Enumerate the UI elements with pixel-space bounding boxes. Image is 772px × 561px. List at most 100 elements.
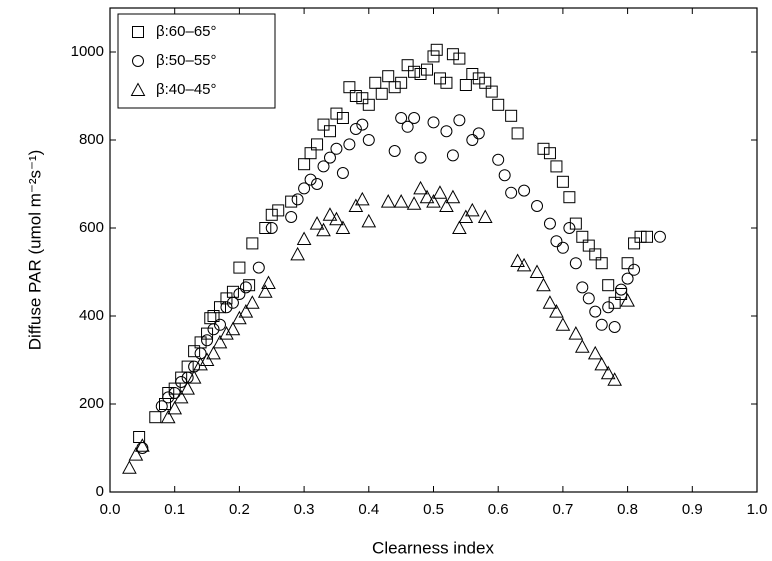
point [382, 70, 395, 83]
point [413, 180, 428, 195]
point [550, 235, 563, 248]
point [492, 98, 505, 111]
point [549, 304, 564, 318]
point [375, 87, 388, 100]
legend-label: β:50–55° [156, 52, 217, 69]
point [136, 442, 149, 454]
point [149, 411, 162, 424]
point [316, 222, 331, 237]
point [511, 127, 524, 140]
point [401, 59, 414, 72]
point [440, 76, 453, 89]
point [472, 72, 485, 85]
point [304, 173, 317, 186]
x-tick-label: 0.1 [164, 501, 185, 518]
point [298, 158, 311, 171]
point [445, 189, 461, 204]
point [607, 372, 622, 386]
point [219, 326, 234, 340]
x-tick-label: 0.4 [358, 501, 379, 518]
point [433, 72, 446, 85]
point [336, 167, 349, 179]
point [193, 356, 208, 371]
point [330, 142, 343, 155]
point [550, 160, 563, 173]
point [309, 216, 325, 230]
point [595, 257, 608, 270]
point [464, 202, 480, 217]
point [466, 68, 479, 80]
point [458, 209, 474, 223]
point [641, 230, 654, 243]
point [529, 264, 545, 278]
point [207, 310, 220, 322]
y-tick-label: 800 [79, 131, 104, 148]
x-tick-label: 0.0 [100, 501, 121, 518]
point [162, 387, 175, 399]
point [628, 263, 641, 276]
point [556, 175, 569, 188]
point [608, 321, 621, 333]
point [323, 125, 336, 138]
legend-label: β:40–45° [156, 81, 217, 98]
y-tick-label: 200 [79, 395, 104, 412]
x-tick-label: 0.5 [423, 501, 444, 518]
point [122, 460, 137, 474]
point [298, 182, 311, 195]
point [181, 360, 194, 373]
point [201, 327, 214, 340]
point [401, 120, 414, 133]
point [505, 109, 518, 122]
point [285, 211, 298, 223]
point [576, 230, 589, 243]
point [427, 50, 440, 63]
point [317, 118, 330, 131]
point [414, 151, 427, 164]
point [173, 389, 189, 404]
point [188, 345, 201, 358]
point [322, 207, 338, 221]
point [323, 151, 336, 164]
point [518, 184, 531, 197]
point [356, 92, 369, 105]
point [477, 209, 493, 223]
point [291, 193, 304, 206]
point [653, 230, 666, 243]
point [563, 222, 576, 234]
point [388, 81, 401, 94]
point [439, 198, 454, 212]
point [128, 447, 144, 461]
point [568, 326, 584, 340]
point [589, 305, 602, 318]
point [408, 65, 421, 78]
point [414, 68, 427, 80]
point [395, 112, 408, 124]
x-tick-label: 0.9 [682, 501, 703, 518]
point [498, 169, 511, 182]
point [621, 272, 634, 285]
point [459, 79, 472, 91]
legend-marker [132, 55, 144, 67]
point [556, 241, 569, 254]
point [155, 400, 168, 413]
point [335, 220, 351, 234]
point [466, 134, 479, 146]
point [199, 352, 215, 366]
point [220, 292, 233, 305]
x-tick-label: 0.8 [617, 501, 638, 518]
point [505, 186, 518, 199]
x-tick-label: 0.3 [294, 501, 315, 518]
point [213, 318, 226, 331]
point [133, 431, 146, 443]
point [395, 76, 408, 89]
point [510, 253, 525, 267]
point [408, 112, 421, 124]
point [265, 208, 278, 221]
x-tick-label: 0.2 [229, 501, 250, 518]
point [393, 194, 409, 208]
point [426, 194, 441, 208]
point [543, 217, 556, 230]
point [226, 296, 239, 309]
point [354, 191, 370, 206]
